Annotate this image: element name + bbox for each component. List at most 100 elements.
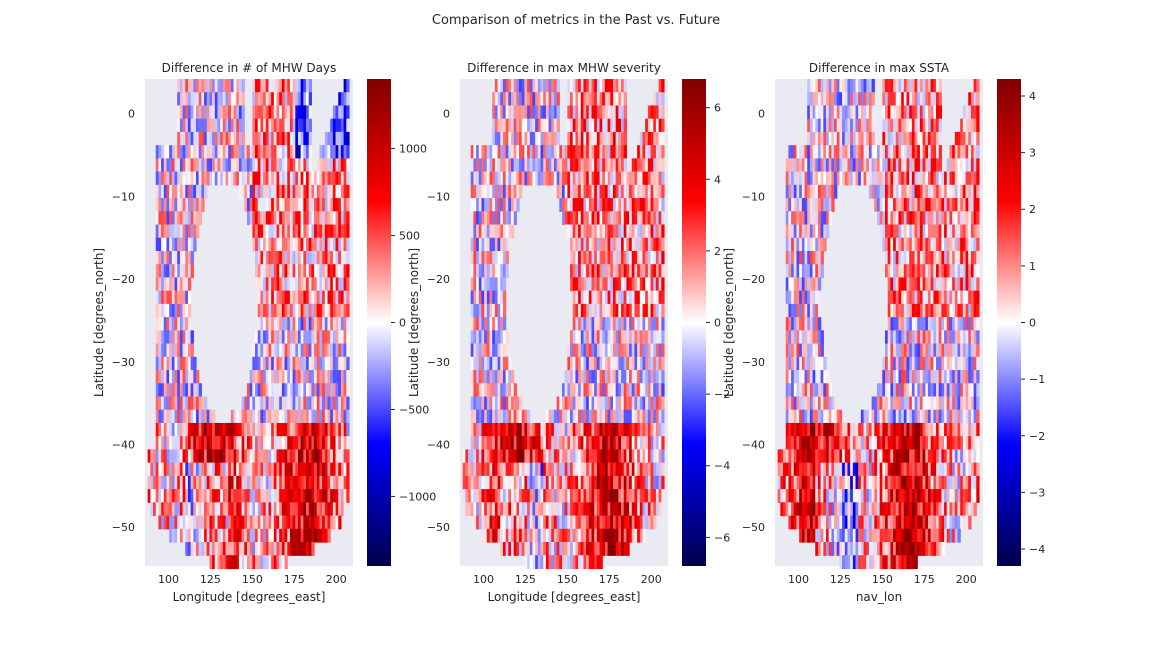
heatmap-cell	[828, 118, 832, 133]
heatmap-cell	[201, 396, 205, 411]
heatmap-cell	[478, 250, 483, 265]
heatmap-cell	[551, 555, 555, 570]
heatmap-cell	[316, 250, 321, 265]
heatmap-cell	[615, 198, 619, 212]
heatmap-cell	[634, 184, 638, 199]
heatmap-cell	[187, 542, 192, 556]
heatmap-cell	[607, 502, 611, 517]
heatmap-cell	[308, 277, 312, 292]
heatmap-cell	[639, 250, 644, 265]
heatmap-cell	[300, 79, 304, 93]
heatmap-cell	[169, 396, 173, 411]
heatmap-cell	[195, 224, 200, 239]
heatmap-cell	[823, 131, 827, 146]
heatmap-cell	[174, 356, 178, 371]
heatmap-cell	[284, 237, 288, 252]
heatmap-cell	[268, 542, 272, 556]
heatmap-cell	[284, 317, 288, 331]
heatmap-cell	[308, 330, 312, 345]
heatmap-cell	[621, 436, 625, 451]
heatmap-cell	[271, 131, 275, 146]
heatmap-cell	[273, 343, 278, 358]
heatmap-cell	[470, 303, 475, 318]
heatmap-cell	[505, 475, 509, 490]
heatmap-cell	[338, 237, 342, 252]
heatmap-cell	[257, 330, 262, 345]
heatmap-cell	[610, 436, 614, 451]
heatmap-cell	[612, 198, 617, 212]
heatmap-cell	[612, 396, 617, 411]
heatmap-cell	[968, 211, 972, 226]
heatmap-cell	[190, 396, 194, 411]
heatmap-cell	[484, 303, 488, 318]
heatmap-cell	[500, 528, 504, 543]
heatmap-cell	[182, 264, 186, 279]
heatmap-cell	[311, 422, 315, 437]
heatmap-cell	[473, 145, 477, 159]
heatmap-cell	[489, 422, 493, 437]
heatmap-cell	[545, 555, 550, 570]
heatmap-cell	[287, 370, 291, 384]
heatmap-cell	[494, 475, 499, 490]
heatmap-cell	[179, 383, 184, 398]
heatmap-cell	[206, 422, 211, 437]
heatmap-cell	[306, 303, 310, 318]
heatmap-cell	[241, 475, 245, 490]
heatmap-cell	[914, 79, 918, 93]
heatmap-cell	[809, 171, 814, 186]
heatmap-cell	[314, 409, 318, 424]
heatmap-cell	[177, 237, 181, 252]
heatmap-cell	[295, 317, 299, 331]
heatmap-cell	[244, 409, 248, 424]
heatmap-cell	[631, 171, 636, 186]
heatmap-cell	[303, 462, 307, 477]
heatmap-cell	[903, 211, 908, 226]
heatmap-cell	[497, 489, 501, 503]
heatmap-cell	[263, 396, 267, 411]
heatmap-cell	[596, 370, 601, 384]
heatmap-cell	[860, 131, 865, 146]
heatmap-cell	[626, 317, 630, 331]
heatmap-cell	[209, 555, 213, 570]
heatmap-cell	[265, 462, 270, 477]
heatmap-cell	[332, 105, 337, 120]
heatmap-cell	[187, 118, 192, 133]
heatmap-cell	[631, 343, 636, 358]
heatmap-cell	[621, 475, 625, 490]
heatmap-cell	[607, 184, 611, 199]
heatmap-cell	[279, 250, 283, 265]
heatmap-cell	[650, 462, 654, 477]
heatmap-cell	[297, 224, 302, 239]
heatmap-cell	[645, 396, 649, 411]
heatmap-cell	[933, 105, 937, 120]
heatmap-cell	[295, 370, 299, 384]
heatmap-cell	[179, 184, 184, 199]
heatmap-cell	[618, 224, 622, 239]
heatmap-cell	[201, 409, 205, 424]
heatmap-cell	[265, 422, 270, 437]
heatmap-cell	[535, 158, 539, 173]
heatmap-cell	[476, 409, 480, 424]
heatmap-cell	[195, 92, 200, 107]
heatmap-cell	[225, 515, 229, 530]
heatmap-cell	[187, 317, 192, 331]
heatmap-cell	[158, 237, 162, 252]
heatmap-cell	[179, 158, 184, 173]
heatmap-cell	[158, 184, 162, 199]
heatmap-cell	[543, 489, 547, 503]
heatmap-cell	[655, 158, 660, 173]
heatmap-cell	[281, 145, 286, 159]
heatmap-cell	[163, 211, 168, 226]
heatmap-cell	[796, 198, 800, 212]
heatmap-cell	[610, 211, 614, 226]
heatmap-cell	[169, 422, 173, 437]
heatmap-cell	[658, 211, 662, 226]
heatmap-cell	[543, 131, 547, 146]
heatmap-cell	[193, 131, 197, 146]
heatmap-cell	[273, 145, 278, 159]
heatmap-cell	[634, 528, 638, 543]
heatmap-cell	[295, 462, 299, 477]
heatmap-cell	[610, 449, 614, 464]
heatmap-cell	[185, 356, 189, 371]
heatmap-cell	[295, 542, 299, 556]
